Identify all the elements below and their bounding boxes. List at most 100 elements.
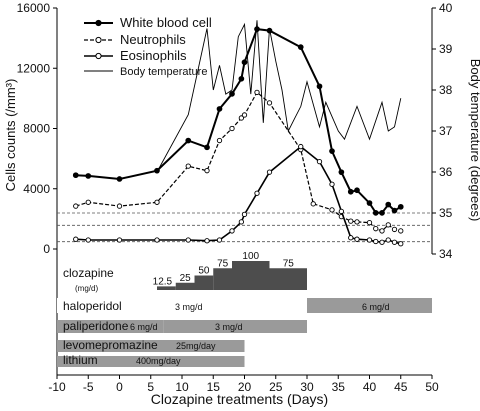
series-point-1: [379, 228, 385, 234]
series-point-1: [204, 168, 210, 174]
clozapine-dose-label: 50: [198, 266, 210, 277]
legend-marker-2: [95, 52, 102, 60]
med-dose-paliperidone: 6 mg/d: [130, 322, 158, 332]
clozapine-dose-bar: [194, 275, 214, 290]
x-tick-label: 35: [332, 380, 346, 394]
y-right-tick-label: 38: [439, 83, 453, 97]
series-point-1: [116, 203, 123, 209]
series-point-2: [241, 211, 248, 218]
y-left-tick-label: 4000: [23, 182, 50, 196]
med-name-lithium: lithium: [63, 353, 98, 367]
series-point-1: [73, 203, 79, 209]
med-dose-haloperidol: 3 mg/d: [175, 302, 203, 312]
series-line-1: [75, 91, 401, 232]
series-point-0: [329, 148, 335, 154]
series-point-2: [373, 238, 379, 245]
series-point-2: [379, 239, 385, 245]
med-bar-haloperidol: [307, 298, 432, 313]
x-tick-label: 5: [147, 380, 154, 394]
y-left-tick-label: 0: [43, 242, 50, 256]
series-point-0: [385, 201, 392, 208]
y-right-tick-label: 35: [439, 206, 453, 220]
series-point-1: [373, 226, 379, 232]
series-group: [72, 20, 404, 247]
y-left-tick-label: 8000: [23, 122, 50, 136]
series-point-1: [229, 125, 235, 132]
clozapine-dose-bar: [213, 268, 232, 290]
x-tick-label: -5: [83, 380, 94, 394]
series-point-1: [354, 219, 360, 225]
y-right-tick-label: 37: [439, 124, 453, 138]
series-point-2: [238, 219, 245, 225]
series-point-1: [216, 137, 223, 144]
x-tick-label: 20: [238, 380, 252, 394]
clozapine-dose-label: 75: [217, 258, 229, 269]
series-point-2: [338, 208, 345, 214]
series-point-0: [204, 144, 210, 151]
series-point-2: [316, 158, 323, 165]
series-point-2: [329, 181, 335, 187]
series-point-2: [154, 237, 160, 243]
series-point-0: [216, 106, 223, 112]
series-point-1: [185, 163, 191, 169]
med-name-paliperidone: paliperidone: [63, 319, 129, 333]
series-point-2: [391, 239, 398, 245]
series-point-0: [297, 44, 304, 51]
legend-label-1: Neutrophils: [120, 32, 186, 47]
y-left-tick-label: 12000: [17, 61, 51, 75]
series-point-0: [116, 176, 123, 182]
med-name-levomepromazine: levomepromazine: [63, 338, 158, 352]
series-point-2: [298, 143, 304, 150]
med-dose-paliperidone: 3 mg/d: [215, 322, 243, 332]
y-right-axis-title: Body temperature (degrees): [468, 59, 480, 222]
clozapine-dose-label: 25: [180, 273, 192, 284]
series-point-0: [185, 137, 192, 144]
series-point-0: [241, 59, 248, 66]
legend-label-2: Eosinophils: [120, 48, 187, 63]
med-bar-lithium: [57, 356, 245, 367]
medication-timeline: 12.5 25 50 75 100 75 clozapine (mg/d) 3 mg/d 6 mg…: [57, 251, 432, 367]
series-point-1: [366, 219, 373, 226]
series-point-0: [85, 173, 92, 179]
med-dose-levomepromazine: 25mg/day: [176, 341, 216, 351]
y-right-tick-label: 40: [439, 1, 453, 15]
series-point-2: [398, 241, 404, 247]
series-point-2: [73, 236, 79, 242]
clozapine-dose-bar: [175, 282, 195, 290]
legend-marker-1: [95, 36, 102, 44]
series-point-2: [204, 238, 210, 244]
series-point-0: [366, 200, 373, 206]
x-tick-label: 15: [207, 380, 221, 394]
x-tick-label: 40: [363, 380, 377, 394]
med-dose-haloperidol: 6 mg/d: [362, 302, 390, 312]
axes-group: 0 4000 8000 12000 16000 34 35 36 37 38 39 40 -10 -5 0 5…: [3, 1, 480, 407]
series-point-0: [391, 207, 398, 214]
series-point-0: [354, 187, 360, 194]
series-line-2: [75, 145, 401, 245]
med-bar-paliperidone: [57, 320, 164, 333]
clozapine-label: clozapine: [63, 266, 114, 280]
med-bar-paliperidone: [163, 320, 307, 333]
series-point-1: [241, 112, 248, 118]
series-point-0: [238, 75, 245, 82]
clozapine-dose-label: 12.5: [153, 276, 173, 287]
series-point-2: [185, 237, 191, 243]
legend-label-3: Body temperature: [120, 66, 207, 78]
series-point-2: [254, 190, 260, 196]
series-point-2: [266, 169, 273, 175]
series-point-1: [310, 201, 316, 207]
series-point-2: [216, 237, 223, 243]
series-point-0: [338, 169, 345, 176]
series-point-0: [372, 210, 379, 216]
y-right-tick-label: 34: [439, 247, 453, 261]
y-right-tick-label: 36: [439, 165, 453, 179]
x-tick-label: 50: [425, 380, 439, 394]
clozapine-dose-bar: [269, 268, 307, 290]
clozapine-unit: (mg/d): [75, 284, 98, 293]
series-point-0: [316, 83, 323, 90]
series-point-2: [348, 235, 354, 241]
series-point-2: [354, 236, 360, 242]
series-point-2: [116, 237, 123, 243]
